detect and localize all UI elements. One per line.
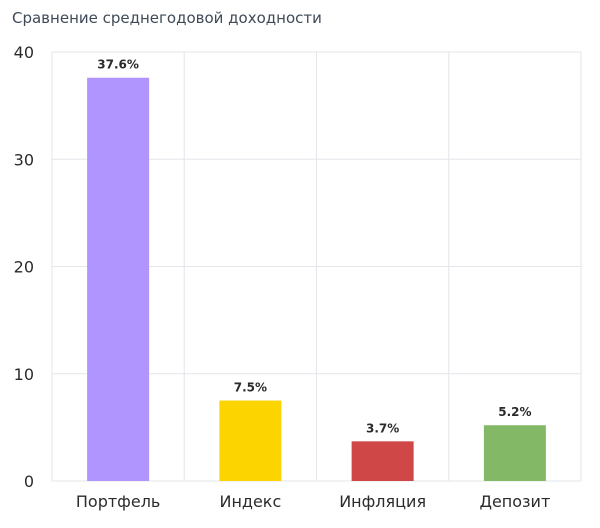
- chart-title: Сравнение среднегодовой доходности: [12, 9, 322, 27]
- bar: [87, 77, 150, 482]
- bar: [351, 441, 414, 481]
- bar: [483, 425, 546, 481]
- data-label: 7.5%: [234, 381, 267, 395]
- data-label: 5.2%: [498, 405, 531, 419]
- x-axis: Портфель Индекс Инфляция Депозит: [76, 492, 550, 511]
- y-tick-label: 0: [24, 472, 34, 491]
- y-tick-label: 10: [14, 365, 34, 384]
- data-label: 37.6%: [97, 58, 139, 72]
- x-tick-label: Депозит: [479, 492, 550, 511]
- bars: [87, 77, 546, 482]
- y-tick-label: 30: [14, 150, 34, 169]
- x-tick-label: Портфель: [76, 492, 160, 511]
- data-labels: 37.6% 7.5% 3.7% 5.2%: [97, 58, 531, 436]
- y-tick-label: 40: [14, 43, 34, 62]
- y-tick-label: 20: [14, 258, 34, 277]
- y-axis: 0 10 20 30 40: [14, 43, 34, 491]
- x-tick-label: Инфляция: [339, 492, 426, 511]
- data-label: 3.7%: [366, 421, 399, 435]
- bar: [219, 400, 282, 481]
- x-tick-label: Индекс: [219, 492, 281, 511]
